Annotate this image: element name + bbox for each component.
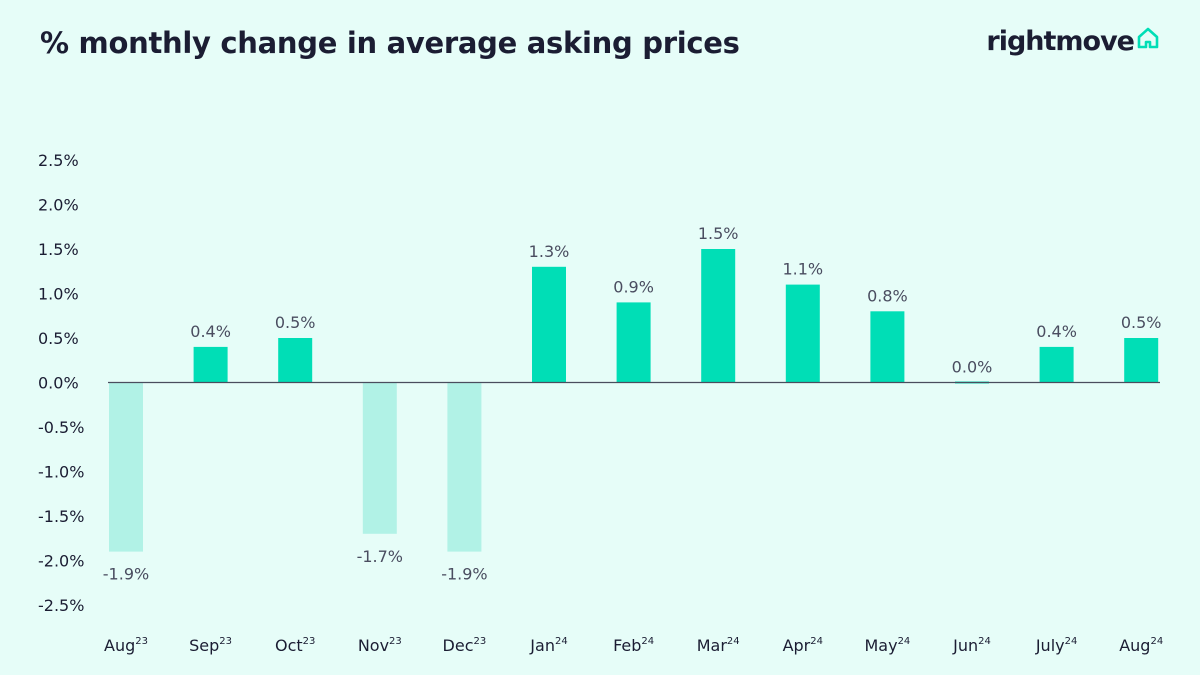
x-tick-label: May24 <box>864 636 910 655</box>
bar <box>109 382 143 552</box>
rightmove-logo: rightmove <box>986 26 1160 57</box>
x-tick-label: Jan24 <box>529 636 567 655</box>
data-label: 0.4% <box>1036 322 1077 341</box>
y-tick-label: 2.5% <box>38 151 79 170</box>
bar <box>447 382 482 552</box>
x-tick-label: Oct23 <box>275 636 315 655</box>
data-label: 0.5% <box>275 313 316 332</box>
x-tick-label: Aug23 <box>104 636 148 655</box>
data-label: 0.4% <box>190 322 231 341</box>
bar <box>870 311 905 383</box>
x-tick-label: Mar24 <box>697 636 740 655</box>
x-tick-label: Sep23 <box>189 636 232 655</box>
bar <box>1039 346 1074 383</box>
house-icon <box>1137 27 1159 49</box>
y-tick-label: 1.0% <box>38 285 79 304</box>
y-tick-label: 0.0% <box>38 374 79 393</box>
bar <box>785 284 820 383</box>
bar <box>1124 338 1159 383</box>
data-label: -1.9% <box>441 565 487 584</box>
x-tick-label: July24 <box>1035 636 1078 655</box>
bar <box>532 266 566 383</box>
y-tick-label: -1.5% <box>38 507 84 526</box>
logo-wordmark: rightmove <box>986 26 1135 57</box>
x-tick-label: Feb24 <box>613 636 654 655</box>
bar <box>616 302 651 383</box>
y-tick-label: 2.0% <box>38 196 79 215</box>
x-tick-label: Aug24 <box>1119 636 1163 655</box>
x-tick-label: Nov23 <box>358 636 402 655</box>
data-label: 0.8% <box>867 286 908 305</box>
data-label: 0.0% <box>952 358 993 377</box>
data-label: 1.5% <box>698 224 739 243</box>
bar <box>701 249 736 383</box>
data-label: -1.7% <box>357 547 403 566</box>
bar <box>278 338 313 383</box>
y-tick-label: 1.5% <box>38 240 79 259</box>
data-label: -1.9% <box>103 565 149 584</box>
data-label: 0.9% <box>613 277 654 296</box>
x-tick-label: Apr24 <box>783 636 823 655</box>
y-tick-label: -0.5% <box>38 418 84 437</box>
data-label: 1.3% <box>529 242 570 261</box>
bar <box>193 346 228 383</box>
x-tick-label: Dec23 <box>443 636 487 655</box>
y-tick-label: -2.5% <box>38 596 84 615</box>
bar <box>362 382 397 534</box>
data-label: 1.1% <box>782 260 823 279</box>
data-label: 0.5% <box>1121 313 1162 332</box>
y-tick-label: -2.0% <box>38 552 84 571</box>
chart-title: % monthly change in average asking price… <box>40 26 740 60</box>
y-tick-label: -1.0% <box>38 463 84 482</box>
x-tick-label: Jun24 <box>952 636 991 655</box>
y-tick-label: 0.5% <box>38 329 79 348</box>
